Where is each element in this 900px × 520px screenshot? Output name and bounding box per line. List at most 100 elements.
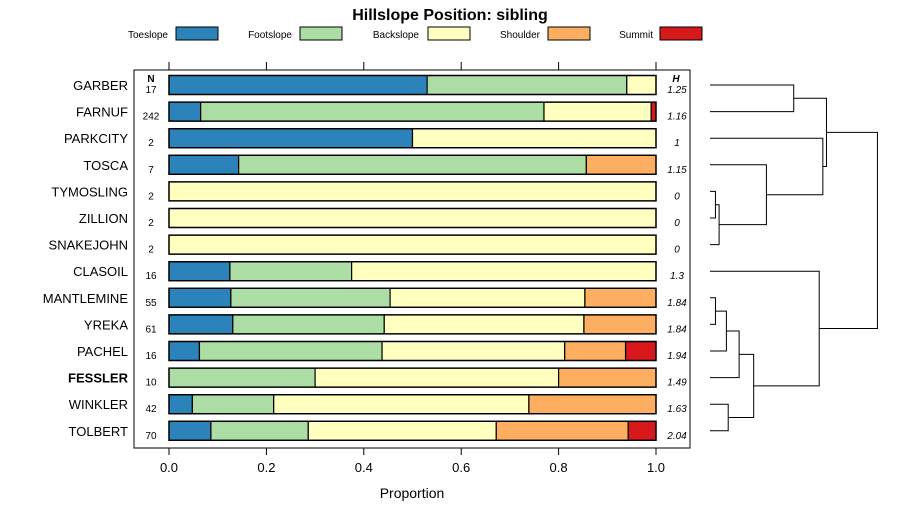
- bar-outline: [168, 367, 657, 388]
- bar-segment-backslope: [307, 420, 497, 441]
- bar-segment-backslope: [543, 101, 652, 122]
- dendrogram-branch: [710, 204, 720, 246]
- bar-segment-footslope: [238, 154, 587, 175]
- bar-segment-summit: [624, 340, 657, 362]
- bar-segment-toeslope: [168, 394, 193, 415]
- x-axis-title: Proportion: [380, 485, 445, 501]
- bar-segment-backslope: [314, 367, 560, 388]
- bar-segment-backslope: [389, 287, 586, 308]
- site-label: WINKLER: [69, 397, 128, 412]
- n-value: 2: [148, 191, 154, 202]
- bar-segment-footslope: [198, 340, 383, 362]
- legend-swatch-toeslope: [175, 26, 219, 41]
- bar-outline: [168, 207, 657, 229]
- n-value: 2: [148, 245, 154, 256]
- bar-outline: [168, 154, 657, 176]
- h-value: 1.16: [667, 112, 687, 123]
- bar-segment-backslope: [273, 394, 530, 415]
- bar-segment-footslope: [230, 287, 391, 308]
- bar-outline: [168, 101, 657, 122]
- h-value: 1.84: [667, 324, 687, 335]
- bar-segment-shoulder: [564, 340, 627, 362]
- bar-segment-footslope: [232, 314, 385, 335]
- legend-label-toeslope: Toeslope: [128, 30, 168, 41]
- legend: Toeslope Footslope Backslope Shoulder Summit: [128, 26, 703, 41]
- bar-segment-backslope: [383, 314, 585, 335]
- bar-segment-backslope: [168, 181, 657, 202]
- bar-outline: [168, 314, 657, 335]
- legend-swatch-backslope: [427, 26, 471, 41]
- site-label: PARKCITY: [64, 131, 128, 146]
- dendrogram-branch: [710, 84, 795, 113]
- bar-segment-summit: [650, 101, 657, 122]
- plot-panel: [133, 69, 691, 449]
- bar-segment-shoulder: [585, 154, 657, 175]
- x-tick-label: 0.6: [452, 460, 470, 475]
- legend-label-footslope: Footslope: [248, 30, 292, 41]
- bar-segment-backslope: [351, 261, 657, 282]
- bar-outline: [168, 74, 657, 96]
- legend-swatch-footslope: [299, 26, 343, 41]
- bar-outline: [168, 234, 657, 255]
- n-value: 42: [145, 404, 157, 415]
- bar-segment-toeslope: [168, 154, 240, 175]
- bar-segment-summit: [627, 420, 657, 441]
- legend-label-shoulder: Shoulder: [500, 30, 541, 41]
- dendrogram-branch: [793, 97, 827, 167]
- dendrogram-branch: [710, 164, 767, 226]
- row-garber: GARBER 17 1.25: [73, 74, 687, 96]
- dendrogram-branch: [710, 297, 716, 325]
- n-value: 70: [145, 431, 157, 442]
- x-tick-label: 0.0: [160, 460, 178, 475]
- bar-segment-toeslope: [168, 287, 232, 308]
- x-tick-label: 0.8: [550, 460, 568, 475]
- bar-outline: [168, 420, 657, 441]
- bar-segment-footslope: [200, 101, 545, 122]
- site-label: SNAKEJOHN: [49, 238, 128, 253]
- x-axis: 0.0 0.2 0.4 0.6 0.8 1.0: [160, 448, 665, 475]
- site-label: ZILLION: [79, 211, 128, 226]
- row-snakejohn: SNAKEJOHN 2 0: [49, 234, 680, 256]
- bar-segment-shoulder: [495, 420, 629, 441]
- bar-segment-backslope: [168, 207, 657, 229]
- site-label: GARBER: [73, 78, 128, 93]
- h-value: 1.25: [667, 85, 687, 96]
- bar-segment-footslope: [210, 420, 309, 441]
- bar-outline: [168, 287, 657, 308]
- bar-outline: [168, 261, 657, 282]
- n-value: 7: [148, 165, 154, 176]
- site-label: FARNUF: [76, 105, 128, 120]
- legend-swatch-summit: [659, 26, 703, 41]
- row-farnuf: FARNUF 242 1.16: [76, 101, 687, 123]
- n-value: 10: [145, 378, 157, 389]
- h-value: 1.15: [667, 165, 687, 176]
- row-tosca: TOSCA 7 1.15: [83, 154, 687, 176]
- site-label: YREKA: [84, 317, 128, 332]
- bar-segment-footslope: [426, 74, 628, 96]
- dendrogram: [710, 84, 878, 432]
- bar-segment-shoulder: [583, 314, 657, 335]
- bar-segment-backslope: [168, 234, 657, 255]
- bar-segment-toeslope: [168, 74, 428, 96]
- row-clasoil: CLASOIL 16 1.3: [73, 261, 684, 282]
- n-value: 2: [148, 138, 154, 149]
- h-value: 1.63: [667, 404, 687, 415]
- bar-segment-shoulder: [528, 394, 657, 415]
- row-yreka: YREKA 61 1.84: [84, 314, 687, 335]
- n-value: 55: [145, 298, 157, 309]
- bar-segment-toeslope: [168, 314, 234, 335]
- site-label: CLASOIL: [73, 264, 128, 279]
- bar-outline: [168, 394, 657, 415]
- dendrogram-branch: [710, 310, 727, 352]
- bar-outline: [168, 181, 657, 202]
- bar-segment-backslope: [381, 340, 566, 362]
- bar-segment-shoulder: [584, 287, 657, 308]
- n-value: 16: [145, 351, 157, 362]
- dendrogram-branch: [710, 330, 740, 379]
- row-fessler: FESSLER 10 1.49: [68, 367, 687, 389]
- bar-outline: [168, 127, 657, 149]
- bar-segment-toeslope: [168, 128, 414, 149]
- bar-segment-toeslope: [168, 261, 231, 282]
- h-column-header: H: [672, 74, 680, 85]
- n-column-header: N: [147, 74, 154, 85]
